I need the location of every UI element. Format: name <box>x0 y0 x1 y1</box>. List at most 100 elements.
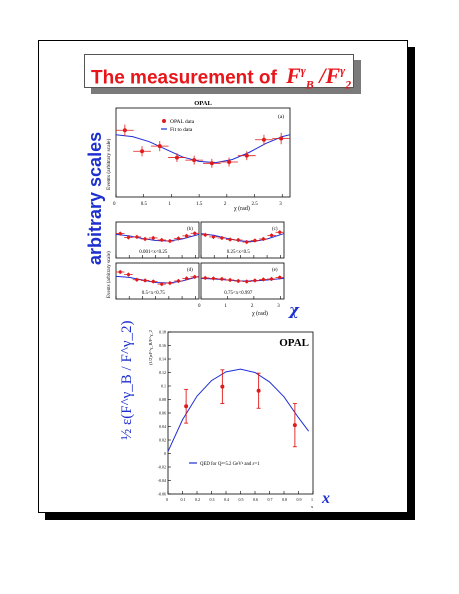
data-point-b <box>160 238 164 242</box>
y-tick-label-bottom: 0.06 <box>159 411 166 416</box>
panel-label-main: (a) <box>278 113 284 120</box>
y-tick-label-bottom: 0.08 <box>159 397 166 402</box>
y-tick-label-bottom: 0.12 <box>159 370 166 375</box>
data-point-b <box>135 235 139 239</box>
x-tick-label-bottom: 0.6 <box>253 497 258 502</box>
x-tick-label-e: 3 <box>277 304 280 309</box>
data-point-e <box>203 276 207 280</box>
title-formula: FγB /Fγ2 <box>286 63 351 91</box>
data-point-bottom <box>184 404 189 409</box>
panel-label-c: (c) <box>272 227 278 232</box>
chi-label: χ <box>289 301 299 319</box>
data-point-main <box>227 160 232 165</box>
x-label: x <box>322 490 330 507</box>
panel-label-d: (d) <box>187 268 193 273</box>
data-point-e <box>269 277 274 281</box>
y-tick-label-bottom: 0.02 <box>159 438 166 443</box>
panel-label-e: (e) <box>272 268 278 273</box>
formula-sup2: γ <box>340 64 346 78</box>
data-point-c <box>211 235 216 239</box>
data-point-b <box>193 231 197 235</box>
data-point-e <box>278 275 282 279</box>
data-point-c <box>261 237 265 241</box>
x-tick-label-bottom: 0.2 <box>195 497 200 502</box>
legend-label-qed: QED for Q²=5.2 GeV² and ε=1 <box>200 461 260 467</box>
y-axis-label-main: Events (arbitrary scale) <box>105 139 112 190</box>
formula-f2: F <box>325 63 341 89</box>
data-point-e <box>236 279 240 283</box>
x-tick-label-e: 1 <box>224 304 227 309</box>
formula-sub2: 2 <box>345 77 352 92</box>
data-point-main <box>209 161 214 166</box>
y-tick-label-bottom: -0.02 <box>158 465 166 470</box>
x-tick-label-bottom: 0.5 <box>239 497 244 502</box>
data-point-bottom <box>292 423 297 428</box>
data-point-main <box>157 144 162 149</box>
data-point-main <box>244 153 249 158</box>
x-tick-label-bottom: 0.4 <box>224 497 229 502</box>
qed-curve <box>167 368 310 452</box>
y-tick-label-bottom: 0.18 <box>159 330 166 335</box>
x-tick-label-e: 0 <box>198 304 201 309</box>
panel-frame-b <box>115 221 200 259</box>
panel-frame-c <box>200 221 285 259</box>
data-point-b <box>151 236 155 240</box>
x-tick-label-bottom: 0.1 <box>181 497 186 502</box>
data-point-bottom <box>256 388 261 393</box>
panel-frame-main <box>115 107 291 198</box>
y-tick-label-bottom: 0.14 <box>159 357 166 362</box>
data-point-bottom <box>220 384 225 389</box>
y-tick-label-bottom: 0.04 <box>159 424 166 429</box>
data-point-main <box>279 136 284 141</box>
data-point-d <box>168 281 172 285</box>
data-point-e <box>253 278 257 283</box>
y-tick-label-bottom: -0.04 <box>158 478 166 483</box>
data-point-d <box>151 279 155 284</box>
x-tick-label-e: 2 <box>251 304 254 309</box>
data-point-c <box>269 233 274 237</box>
data-point-e <box>261 277 265 282</box>
x-tick-label-main: 1.5 <box>196 202 203 207</box>
data-point-main <box>174 155 179 160</box>
data-point-b <box>184 234 189 238</box>
data-point-c <box>253 238 257 243</box>
x-tick-label-main: 2 <box>224 202 227 207</box>
x-axis-label-bottom: x <box>311 504 314 509</box>
y-tick-label-bottom: 0 <box>164 451 166 456</box>
data-point-c <box>220 236 224 240</box>
data-point-e <box>220 277 224 281</box>
y-axis-label-bottom: (1/2)εF^γ_B/F^γ_2 <box>148 330 153 365</box>
data-point-main <box>261 137 266 142</box>
formula-f1: F <box>286 63 301 89</box>
data-point-d <box>176 279 180 283</box>
data-point-d <box>143 278 147 283</box>
data-point-main <box>192 158 197 163</box>
formula-sup1: γ <box>300 64 306 78</box>
data-point-c <box>228 237 232 242</box>
page-title: The measurement of FγB /Fγ2 <box>84 54 354 92</box>
legend-marker-data <box>162 119 166 123</box>
data-point-d <box>184 276 189 281</box>
data-point-e <box>211 276 216 281</box>
frame-bottom <box>167 331 314 495</box>
data-point-e <box>245 279 249 284</box>
x-tick-label-bottom: 1 <box>311 497 313 502</box>
chart-title-main: OPAL <box>194 100 212 107</box>
data-point-main <box>140 149 145 154</box>
x-axis-label-main: χ (rad) <box>234 205 250 212</box>
range-label-c: 0.25<x<0.5 <box>227 250 251 255</box>
data-point-b <box>168 239 172 243</box>
x-tick-label-bottom: 0.8 <box>282 497 287 502</box>
fit-line-b <box>115 233 200 242</box>
range-label-d: 0.5<x<0.75 <box>142 291 166 296</box>
panel-frame-e <box>200 262 285 300</box>
x-tick-label-main: 3 <box>279 202 282 207</box>
y-tick-label-bottom: 0.1 <box>161 384 166 389</box>
x-axis-label-sub: χ (rad) <box>252 310 268 317</box>
data-point-d <box>193 275 197 279</box>
data-point-e <box>228 278 232 282</box>
chart-title-bottom: OPAL <box>279 337 309 349</box>
formula-sub1: B <box>305 77 314 92</box>
x-tick-label-bottom: 0.3 <box>210 497 215 502</box>
